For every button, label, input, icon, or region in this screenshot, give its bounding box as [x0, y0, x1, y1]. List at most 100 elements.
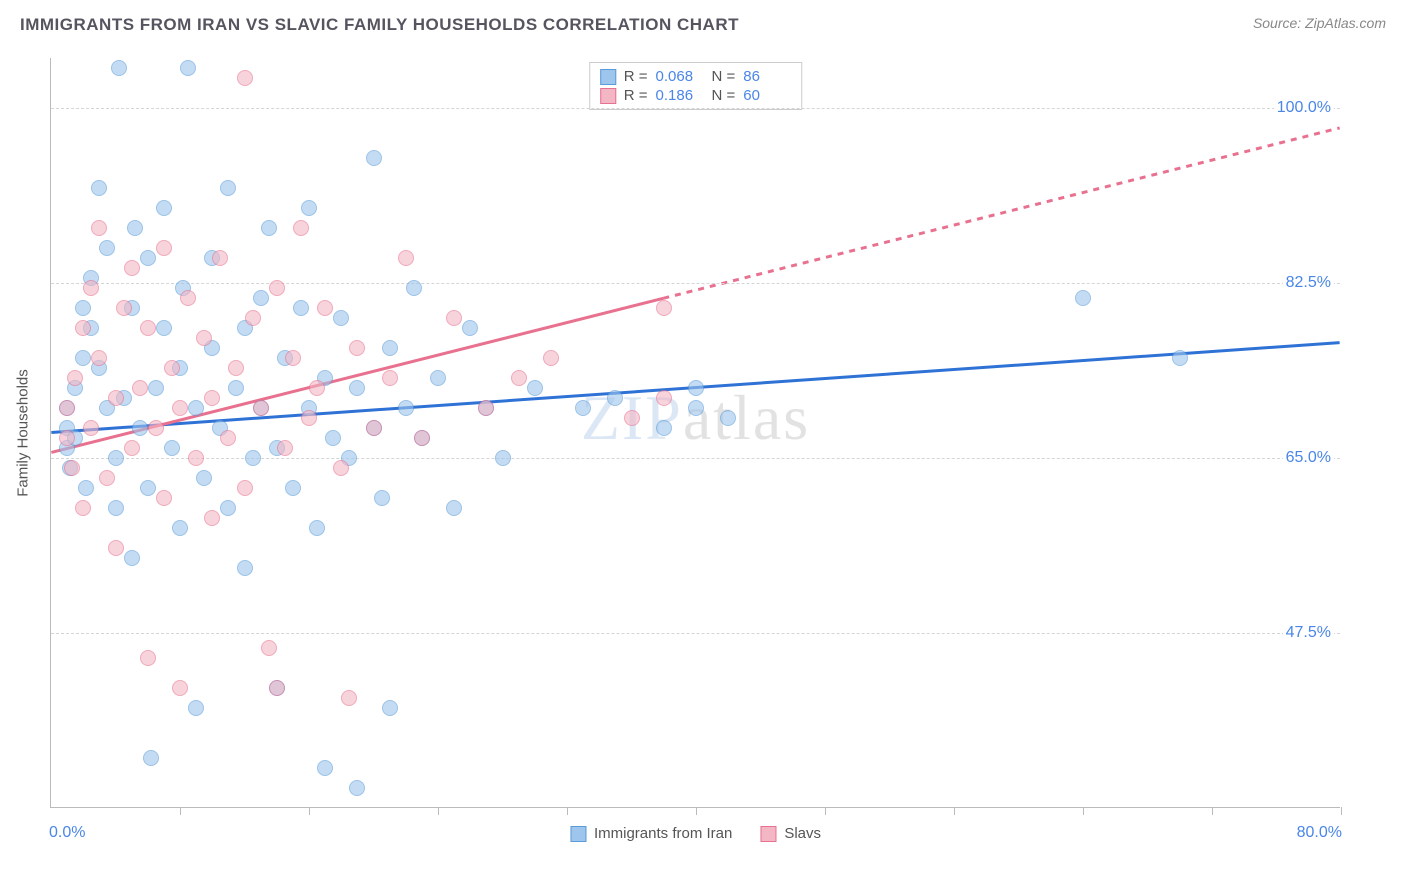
data-point	[91, 180, 107, 196]
data-point	[172, 680, 188, 696]
x-axis-start-label: 0.0%	[49, 824, 85, 842]
data-point	[204, 390, 220, 406]
data-point	[108, 390, 124, 406]
data-point	[301, 200, 317, 216]
data-point	[156, 200, 172, 216]
legend-swatch	[570, 826, 586, 842]
data-point	[269, 280, 285, 296]
data-point	[180, 290, 196, 306]
data-point	[83, 420, 99, 436]
data-point	[656, 300, 672, 316]
legend-stat-row: R =0.186N =60	[600, 86, 792, 105]
data-point	[382, 700, 398, 716]
data-point	[64, 460, 80, 476]
data-point	[116, 300, 132, 316]
data-point	[132, 380, 148, 396]
legend-swatch	[600, 88, 616, 104]
data-point	[188, 400, 204, 416]
x-tick	[438, 807, 439, 815]
data-point	[124, 260, 140, 276]
legend-series-item: Slavs	[760, 825, 821, 842]
data-point	[446, 310, 462, 326]
data-point	[245, 450, 261, 466]
y-tick-label: 65.0%	[1283, 449, 1334, 467]
data-point	[188, 700, 204, 716]
data-point	[108, 540, 124, 556]
chart-area: Family Households ZIPatlas R =0.068N =86…	[50, 58, 1340, 808]
data-point	[527, 380, 543, 396]
data-point	[511, 370, 527, 386]
data-point	[261, 640, 277, 656]
data-point	[91, 220, 107, 236]
x-tick	[1083, 807, 1084, 815]
legend-n-label: N =	[712, 68, 736, 85]
data-point	[156, 240, 172, 256]
data-point	[78, 480, 94, 496]
data-point	[309, 380, 325, 396]
data-point	[148, 380, 164, 396]
data-point	[446, 500, 462, 516]
x-tick	[825, 807, 826, 815]
legend-stats: R =0.068N =86R =0.186N =60	[589, 62, 803, 110]
data-point	[91, 350, 107, 366]
data-point	[688, 400, 704, 416]
legend-n-value: 86	[743, 68, 791, 85]
data-point	[108, 500, 124, 516]
chart-header: IMMIGRANTS FROM IRAN VS SLAVIC FAMILY HO…	[0, 0, 1406, 35]
data-point	[237, 70, 253, 86]
data-point	[309, 520, 325, 536]
data-point	[349, 380, 365, 396]
x-tick	[1212, 807, 1213, 815]
data-point	[414, 430, 430, 446]
data-point	[720, 410, 736, 426]
data-point	[148, 420, 164, 436]
data-point	[111, 60, 127, 76]
data-point	[172, 400, 188, 416]
data-point	[293, 220, 309, 236]
legend-n-label: N =	[712, 87, 736, 104]
data-point	[156, 320, 172, 336]
data-point	[59, 430, 75, 446]
data-point	[398, 400, 414, 416]
data-point	[228, 360, 244, 376]
x-tick	[180, 807, 181, 815]
data-point	[188, 450, 204, 466]
x-tick	[1341, 807, 1342, 815]
data-point	[245, 310, 261, 326]
y-tick-label: 100.0%	[1274, 99, 1334, 117]
legend-series-label: Slavs	[784, 825, 821, 842]
data-point	[398, 250, 414, 266]
data-point	[478, 400, 494, 416]
data-point	[607, 390, 623, 406]
data-point	[237, 480, 253, 496]
x-tick	[954, 807, 955, 815]
data-point	[164, 360, 180, 376]
x-tick	[567, 807, 568, 815]
data-point	[349, 780, 365, 796]
data-point	[75, 320, 91, 336]
gridline	[51, 283, 1340, 284]
data-point	[624, 410, 640, 426]
data-point	[99, 240, 115, 256]
data-point	[164, 440, 180, 456]
data-point	[127, 220, 143, 236]
data-point	[317, 300, 333, 316]
data-point	[220, 500, 236, 516]
data-point	[495, 450, 511, 466]
data-point	[75, 300, 91, 316]
data-point	[75, 500, 91, 516]
data-point	[277, 440, 293, 456]
data-point	[543, 350, 559, 366]
data-point	[132, 420, 148, 436]
data-point	[406, 280, 422, 296]
data-point	[156, 490, 172, 506]
data-point	[220, 430, 236, 446]
trend-lines	[51, 58, 1340, 807]
legend-series-item: Immigrants from Iran	[570, 825, 732, 842]
data-point	[99, 470, 115, 486]
data-point	[1172, 350, 1188, 366]
data-point	[59, 400, 75, 416]
data-point	[430, 370, 446, 386]
data-point	[317, 760, 333, 776]
data-point	[67, 370, 83, 386]
